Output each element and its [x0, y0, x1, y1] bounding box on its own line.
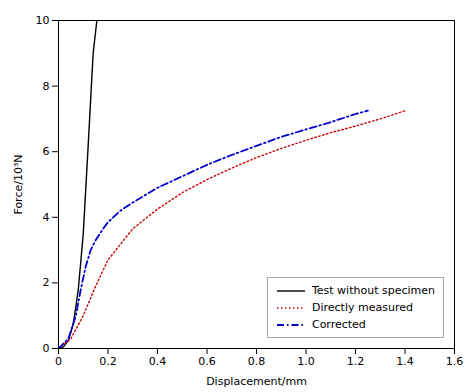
- svg-text:0.2: 0.2: [99, 355, 117, 368]
- svg-text:6: 6: [43, 145, 50, 158]
- html-text:Corrected: Corrected: [312, 318, 366, 331]
- html-text:Directly measured: Directly measured: [312, 301, 413, 314]
- svg-text:0.4: 0.4: [149, 355, 167, 368]
- svg-text:1.2: 1.2: [347, 355, 365, 368]
- svg-text:2: 2: [43, 276, 50, 289]
- svg-text:1.0: 1.0: [297, 355, 315, 368]
- svg-text:1.6: 1.6: [446, 355, 464, 368]
- svg-text:0.8: 0.8: [248, 355, 266, 368]
- svg-text:Force/10³N: Force/10³N: [12, 154, 25, 214]
- svg-text:8: 8: [43, 80, 50, 93]
- svg-text:0: 0: [43, 342, 50, 355]
- svg-text:1.4: 1.4: [396, 355, 414, 368]
- svg-text:Displacement/mm: Displacement/mm: [206, 375, 307, 388]
- svg-text:0.6: 0.6: [198, 355, 216, 368]
- svg-text:0: 0: [55, 355, 62, 368]
- svg-text:10: 10: [36, 14, 50, 27]
- svg-text:4: 4: [43, 211, 50, 224]
- html-text:Test without specimen: Test without specimen: [312, 284, 435, 297]
